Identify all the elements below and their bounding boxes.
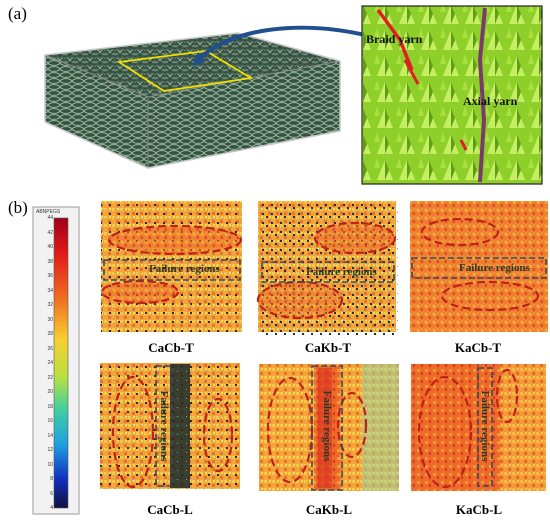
map-cakb-t — [256, 201, 400, 335]
colorbar-header: ABNPEGS — [36, 209, 61, 215]
selection-box — [116, 50, 254, 92]
colorbar-tick-label: 30 — [47, 316, 53, 323]
braid-yarn-red — [376, 8, 414, 71]
colorbar-tick-label: 4 — [50, 505, 53, 511]
colorbar-tick-label: 12 — [47, 447, 53, 453]
map-kacb-l — [411, 364, 546, 491]
failure-region-label-kacb-l: Failure regions — [479, 390, 491, 462]
colorbar-tick-label: 36 — [47, 273, 53, 279]
failure-region-label-kacb-t: Failure regions — [459, 262, 530, 274]
inset-zoom — [361, 5, 543, 185]
braid-yarn-label: Braid yarn — [366, 32, 423, 46]
colorbar-gradient — [53, 217, 69, 509]
colorbar-tick-label: 32 — [47, 302, 53, 308]
colorbar-tick-label: 8 — [50, 476, 53, 482]
colorbar-tick-label: 20 — [47, 389, 53, 395]
colorbar-tick-label: 42 — [47, 229, 53, 236]
caption-cacb-t: CaCb-T — [148, 340, 194, 355]
preform-3d — [44, 32, 341, 169]
axial-yarn-purple — [477, 7, 487, 183]
colorbar-tick-label: 18 — [47, 403, 53, 410]
panel-b-label: (b) — [8, 198, 28, 217]
caption-cacb-l: CaCb-L — [147, 502, 193, 517]
axial-yarn-label: Axial yarn — [463, 94, 518, 108]
colorbar-tick-label: 10 — [47, 461, 53, 468]
map-cakb-l — [259, 364, 399, 491]
colorbar-tick-label: 24 — [47, 360, 53, 366]
colorbar-tick-label: 38 — [47, 258, 53, 265]
map-cacb-l — [100, 363, 240, 489]
caption-cakb-t: CaKb-T — [304, 340, 352, 355]
map-kacb-t — [410, 201, 548, 332]
failure-region-label-cacb-t: Failure regions — [149, 263, 220, 275]
colorbar-tick-label: 28 — [47, 331, 53, 337]
failure-region-label-cacb-l: Failure regions — [158, 390, 170, 462]
colorbar-ticks: 44 42 40 38 36 34 32 30 28 26 24 22 20 18 16 14 12 10 8 6 4 — [40, 215, 53, 511]
colorbar-tick-label: 14 — [47, 432, 53, 439]
colorbar-tick-label: 6 — [50, 490, 53, 497]
colorbar-tick-label: 34 — [47, 287, 53, 294]
map-cacb-t — [100, 201, 243, 332]
colorbar-tick-label: 40 — [47, 244, 53, 250]
caption-kacb-t: KaCb-T — [454, 340, 502, 355]
colorbar-tick-label: 44 — [47, 215, 53, 221]
colorbar — [32, 206, 80, 515]
caption-cakb-l: CaKb-L — [305, 502, 353, 517]
zoom-arrow — [192, 25, 366, 66]
colorbar-tick-label: 22 — [47, 374, 53, 381]
caption-kacb-l: KaCb-L — [455, 502, 503, 517]
failure-region-label-cakb-t: Failure regions — [306, 266, 377, 278]
panel-a-label: (a) — [8, 4, 27, 23]
colorbar-tick-label: 16 — [47, 418, 53, 424]
failure-region-label-cakb-l: Failure regions — [321, 390, 333, 462]
colorbar-tick-label: 26 — [47, 345, 53, 352]
